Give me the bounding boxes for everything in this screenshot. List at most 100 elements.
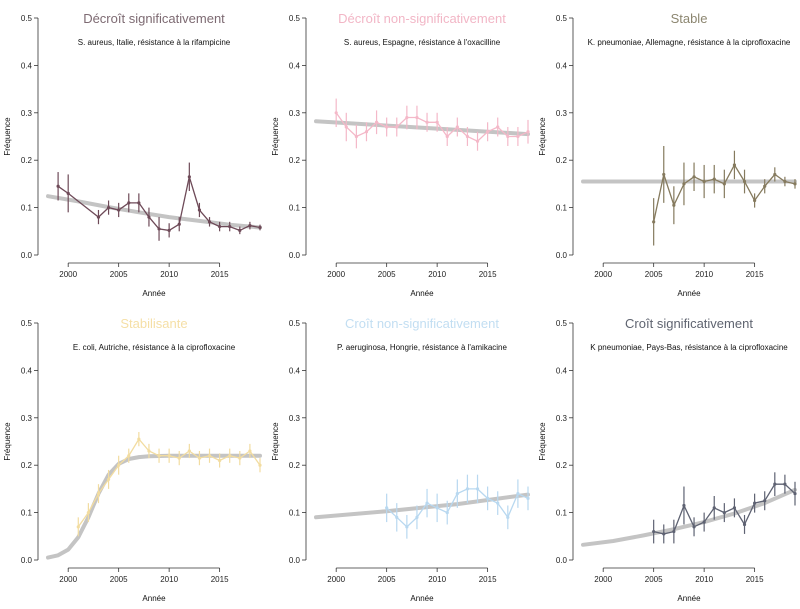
- data-point: [364, 130, 369, 134]
- y-tick-label: 0.2: [289, 156, 301, 165]
- data-point: [712, 506, 716, 510]
- x-axis-label: Année: [410, 594, 434, 603]
- data-point: [258, 463, 262, 467]
- x-axis-label: Année: [677, 289, 701, 298]
- x-tick-label: 2005: [110, 575, 128, 584]
- y-tick-label: 0.1: [556, 509, 568, 518]
- data-point: [712, 177, 716, 181]
- chart-subtitle: S. aureus, Espagne, résistance à l'oxaci…: [344, 38, 501, 47]
- data-point: [167, 228, 171, 232]
- data-point: [207, 454, 212, 458]
- data-point: [465, 134, 470, 139]
- chart-subtitle: S. aureus, Italie, résistance à la rifam…: [78, 38, 231, 47]
- y-axis-label: Fréquence: [538, 117, 547, 156]
- x-tick-label: 2000: [594, 270, 612, 279]
- y-tick-label: 0.3: [556, 109, 568, 118]
- y-tick-label: 0.1: [21, 509, 33, 518]
- data-point: [763, 499, 767, 503]
- data-point: [106, 206, 111, 210]
- data-point: [516, 134, 520, 139]
- x-tick-label: 2000: [327, 270, 345, 279]
- data-point: [228, 224, 232, 229]
- data-point: [334, 111, 338, 115]
- y-tick-label: 0.3: [21, 414, 33, 423]
- x-tick-label: 2010: [695, 575, 713, 584]
- x-tick-label: 2015: [746, 575, 764, 584]
- data-point: [682, 503, 686, 508]
- data-point: [753, 198, 757, 203]
- x-axis-label: Année: [677, 594, 701, 603]
- data-point: [793, 492, 797, 496]
- y-tick-label: 0.5: [21, 319, 33, 328]
- chart-subtitle: K. pneumoniae, Allemagne, résistance à l…: [588, 38, 791, 47]
- x-tick-label: 2015: [746, 270, 764, 279]
- series-line: [335, 112, 529, 142]
- y-tick-label: 0.5: [21, 14, 33, 23]
- data-point: [506, 515, 510, 519]
- data-point: [167, 454, 171, 458]
- data-point: [672, 203, 676, 207]
- chart-panel-6: Croît significativement K pneumoniae, Pay…: [538, 316, 797, 603]
- chart-title: Décroît non-significativement: [338, 11, 506, 26]
- data-point: [374, 120, 379, 124]
- data-point: [435, 506, 439, 510]
- y-tick-label: 0.3: [289, 109, 301, 118]
- data-point: [147, 215, 151, 219]
- fit-curve: [314, 492, 530, 520]
- chart-panel-1: Décroît significativement S. aureus, Ital…: [3, 11, 262, 298]
- data-point: [732, 163, 737, 167]
- chart-panel-3: Stable K. pneumoniae, Allemagne, résistan…: [538, 11, 797, 298]
- chart-subtitle: P. aeruginosa, Hongrie, résistance à l'a…: [337, 343, 507, 352]
- y-tick-label: 0.5: [289, 14, 301, 23]
- y-tick-label: 0.1: [556, 204, 568, 213]
- data-point: [692, 525, 696, 529]
- data-point: [207, 220, 212, 224]
- data-point: [248, 224, 252, 228]
- x-tick-label: 2005: [378, 575, 396, 584]
- data-point: [218, 224, 222, 229]
- y-axis-label: Fréquence: [3, 117, 12, 156]
- x-tick-label: 2000: [59, 575, 77, 584]
- x-axis-label: Année: [142, 289, 166, 298]
- y-tick-label: 0.5: [556, 14, 568, 23]
- data-point: [662, 172, 666, 177]
- x-tick-label: 2010: [428, 575, 446, 584]
- y-tick-label: 0.2: [556, 461, 568, 470]
- chart-panel-4: Stabilisante E. coli, Autriche, résistanc…: [3, 316, 262, 603]
- data-point: [354, 134, 358, 139]
- data-point: [732, 506, 737, 510]
- data-point: [722, 182, 726, 186]
- data-point: [783, 482, 787, 486]
- data-point: [395, 515, 399, 519]
- data-point: [127, 454, 131, 458]
- fit-curve: [314, 119, 530, 137]
- fit-curve: [581, 487, 797, 547]
- data-point: [526, 496, 530, 500]
- x-tick-label: 2015: [479, 575, 497, 584]
- y-tick-label: 0.5: [556, 319, 568, 328]
- y-tick-label: 0.3: [556, 414, 568, 423]
- y-tick-label: 0.4: [556, 366, 568, 375]
- data-point: [228, 454, 232, 458]
- fit-curve: [46, 453, 262, 560]
- x-tick-label: 2005: [110, 270, 128, 279]
- data-point: [395, 125, 399, 129]
- data-point: [66, 191, 70, 195]
- data-point: [106, 477, 111, 482]
- data-point: [486, 130, 490, 134]
- data-point: [218, 458, 222, 463]
- y-tick-label: 0.2: [21, 156, 33, 165]
- data-point: [405, 115, 409, 120]
- chart-subtitle: E. coli, Autriche, résistance à la cipro…: [73, 343, 236, 352]
- y-tick-label: 0.0: [556, 556, 568, 565]
- data-point: [742, 522, 747, 527]
- x-tick-label: 2005: [378, 270, 396, 279]
- data-point: [117, 463, 121, 467]
- x-tick-label: 2000: [594, 575, 612, 584]
- data-point: [662, 532, 666, 536]
- data-point: [496, 501, 500, 505]
- x-tick-label: 2015: [211, 270, 229, 279]
- data-point: [425, 120, 429, 124]
- y-axis-label: Fréquence: [271, 117, 280, 156]
